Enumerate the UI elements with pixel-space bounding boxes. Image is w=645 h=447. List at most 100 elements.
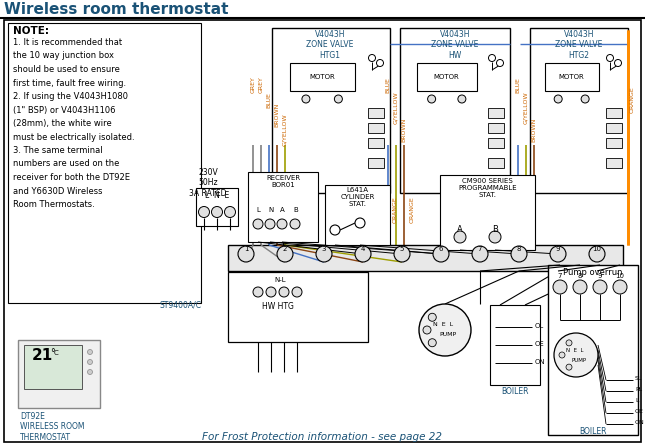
Bar xyxy=(606,123,622,133)
Text: ON: ON xyxy=(535,359,546,365)
Text: HW HTG: HW HTG xyxy=(262,302,294,311)
Text: L: L xyxy=(635,398,639,403)
Text: Pump overrun: Pump overrun xyxy=(563,268,623,277)
Circle shape xyxy=(497,59,504,67)
Text: V4043H
ZONE VALVE
HW: V4043H ZONE VALVE HW xyxy=(432,30,479,60)
Circle shape xyxy=(428,339,436,347)
Circle shape xyxy=(550,246,566,262)
Text: G/YELLOW: G/YELLOW xyxy=(393,92,399,124)
Text: A: A xyxy=(280,207,284,213)
Text: C: C xyxy=(54,350,59,356)
Text: 8: 8 xyxy=(578,273,582,279)
Text: B: B xyxy=(492,225,498,234)
Circle shape xyxy=(377,59,384,67)
Text: MOTOR: MOTOR xyxy=(559,74,584,80)
Text: BROWN: BROWN xyxy=(531,118,537,142)
Text: N  E  L: N E L xyxy=(566,347,584,353)
Circle shape xyxy=(433,246,449,262)
Bar xyxy=(368,138,384,148)
Circle shape xyxy=(559,352,565,358)
Circle shape xyxy=(613,280,627,294)
Circle shape xyxy=(593,280,607,294)
Text: A: A xyxy=(457,225,463,234)
Text: 4: 4 xyxy=(361,246,365,252)
Text: CM900 SERIES
PROGRAMMABLE
STAT.: CM900 SERIES PROGRAMMABLE STAT. xyxy=(458,178,517,198)
Text: BLUE: BLUE xyxy=(515,77,521,93)
Text: N: N xyxy=(268,207,273,213)
Bar xyxy=(488,138,504,148)
Circle shape xyxy=(566,340,572,346)
Bar xyxy=(18,340,100,408)
Text: L641A
CYLINDER
STAT.: L641A CYLINDER STAT. xyxy=(341,187,375,207)
Bar xyxy=(606,108,622,118)
Bar xyxy=(548,265,638,435)
Text: (1" BSP) or V4043H1106: (1" BSP) or V4043H1106 xyxy=(13,105,115,114)
Text: BOILER: BOILER xyxy=(501,387,529,396)
Text: 3: 3 xyxy=(322,246,326,252)
Circle shape xyxy=(423,326,431,334)
Circle shape xyxy=(302,95,310,103)
Bar xyxy=(368,158,384,168)
Circle shape xyxy=(419,304,471,356)
Text: G/YELLOW: G/YELLOW xyxy=(524,92,528,124)
Text: 10: 10 xyxy=(593,246,602,252)
Text: must be electrically isolated.: must be electrically isolated. xyxy=(13,132,135,142)
Text: 2: 2 xyxy=(283,246,287,252)
Circle shape xyxy=(355,218,365,228)
Text: 3. The same terminal: 3. The same terminal xyxy=(13,146,103,155)
Text: ORANGE: ORANGE xyxy=(630,87,635,114)
Text: MOTOR: MOTOR xyxy=(434,74,460,80)
Bar xyxy=(8,23,201,303)
Bar xyxy=(544,63,599,91)
Text: ST9400A/C: ST9400A/C xyxy=(160,300,202,309)
Circle shape xyxy=(573,280,587,294)
Text: PUMP: PUMP xyxy=(439,333,456,337)
Circle shape xyxy=(428,313,436,321)
Text: NOTE:: NOTE: xyxy=(13,26,49,36)
Circle shape xyxy=(488,55,495,62)
Text: 1: 1 xyxy=(244,246,248,252)
Bar xyxy=(488,123,504,133)
Circle shape xyxy=(454,231,466,243)
Bar xyxy=(368,123,384,133)
Text: For Frost Protection information - see page 22: For Frost Protection information - see p… xyxy=(202,432,442,442)
Text: the 10 way junction box: the 10 way junction box xyxy=(13,51,114,60)
Text: receiver for both the DT92E: receiver for both the DT92E xyxy=(13,173,130,182)
Text: GREY: GREY xyxy=(259,76,264,93)
Circle shape xyxy=(88,350,92,354)
Text: 9: 9 xyxy=(598,273,602,279)
Bar xyxy=(290,63,355,91)
Circle shape xyxy=(316,246,332,262)
Text: 230V
50Hz
3A RATED: 230V 50Hz 3A RATED xyxy=(189,168,227,198)
Bar xyxy=(272,28,390,193)
Bar xyxy=(488,158,504,168)
Circle shape xyxy=(554,333,598,377)
Text: N  E  L: N E L xyxy=(433,322,453,328)
Text: BROWN: BROWN xyxy=(401,118,406,142)
Circle shape xyxy=(394,246,410,262)
Bar xyxy=(228,272,368,342)
Text: MOTOR: MOTOR xyxy=(309,74,335,80)
Text: PL: PL xyxy=(635,387,642,392)
Text: BLUE: BLUE xyxy=(266,92,272,108)
Bar xyxy=(606,158,622,168)
Text: SL: SL xyxy=(635,376,642,381)
Bar xyxy=(248,172,318,242)
Bar xyxy=(606,138,622,148)
Bar xyxy=(488,108,504,118)
Circle shape xyxy=(224,207,235,218)
Circle shape xyxy=(355,246,371,262)
Circle shape xyxy=(553,280,567,294)
Circle shape xyxy=(266,287,276,297)
Circle shape xyxy=(606,55,613,62)
Circle shape xyxy=(277,219,287,229)
Text: DT92E
WIRELESS ROOM
THERMOSTAT: DT92E WIRELESS ROOM THERMOSTAT xyxy=(20,412,84,442)
Text: 9: 9 xyxy=(556,246,561,252)
Text: V4043H
ZONE VALVE
HTG1: V4043H ZONE VALVE HTG1 xyxy=(306,30,353,60)
Circle shape xyxy=(581,95,589,103)
Circle shape xyxy=(253,287,263,297)
Circle shape xyxy=(279,287,289,297)
Text: 2. If using the V4043H1080: 2. If using the V4043H1080 xyxy=(13,92,128,101)
Bar xyxy=(440,175,535,250)
Circle shape xyxy=(277,246,293,262)
